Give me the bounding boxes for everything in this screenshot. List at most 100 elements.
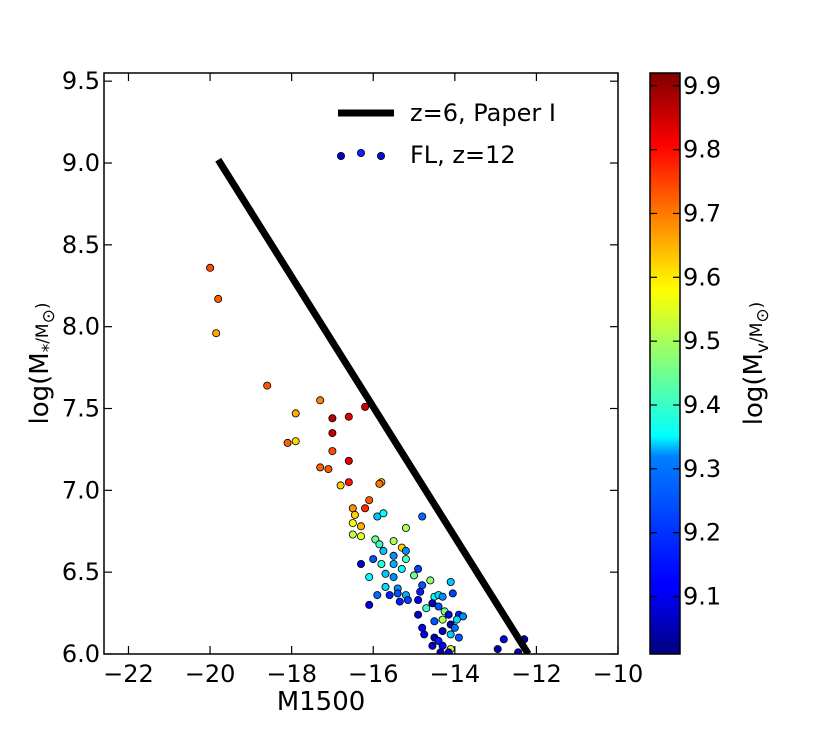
scatter-point — [448, 589, 457, 598]
scatter-point — [365, 600, 374, 609]
scatter-point — [356, 560, 365, 569]
colorbar: 9.1 9.2 9.3 9.4 9.5 9.6 9.7 9.8 9.9 log(Mv/M⊙) — [649, 72, 773, 655]
axes-frame — [103, 72, 619, 655]
colorbar-tick-label: 9.1 — [683, 583, 721, 611]
scatter-point — [381, 569, 390, 578]
data-layer — [206, 157, 532, 654]
cb-label-sub: v — [753, 343, 773, 353]
scatter-point — [328, 414, 337, 423]
colorbar-tick-label: 9.9 — [683, 72, 721, 100]
scatter-point — [348, 504, 357, 513]
legend-scatter-swatch — [336, 151, 345, 160]
scatter-point — [458, 612, 467, 621]
scatter-point — [361, 504, 370, 513]
cb-label-sub: ⊙ — [753, 308, 773, 322]
scatter-point — [328, 429, 337, 438]
scatter-point — [493, 645, 502, 654]
scatter-point — [446, 578, 455, 587]
ylabel-sub: ⊙ — [39, 309, 59, 323]
x-tick-label: −10 — [593, 660, 644, 688]
scatter-point — [348, 530, 357, 539]
scatter-point — [385, 591, 394, 600]
scatter-point — [446, 630, 455, 639]
legend-scatter-swatch — [356, 148, 365, 157]
scatter-point — [344, 412, 353, 421]
y-tick-label: 9.0 — [62, 149, 100, 177]
scatter-point — [389, 573, 398, 582]
cb-label-part: /M — [747, 323, 767, 343]
scatter-point — [514, 648, 523, 654]
scatter-point — [401, 555, 410, 564]
scatter-point — [365, 573, 374, 582]
x-tick-label: −20 — [185, 660, 236, 688]
scatter-point — [401, 524, 410, 533]
legend: z=6, Paper I FL, z=12 — [336, 99, 556, 169]
scatter-point — [316, 396, 325, 405]
y-axis-label: log(M*/M⊙) — [25, 302, 59, 424]
scatter-point — [393, 589, 402, 598]
scatter-point — [418, 581, 427, 590]
scatter-point — [214, 294, 223, 303]
scatter-point — [356, 532, 365, 541]
scatter-point — [344, 456, 353, 465]
scatter-point — [291, 409, 300, 418]
scatter-point — [418, 512, 427, 521]
scatter-point — [409, 571, 418, 580]
scatter-point — [499, 635, 508, 644]
scatter-point — [438, 592, 447, 601]
scatter-point — [389, 560, 398, 569]
scatter-point — [375, 540, 384, 549]
ylabel-part: /M — [33, 323, 53, 343]
scatter-point — [350, 510, 359, 519]
colorbar-tick-label: 9.8 — [683, 136, 721, 164]
x-tick-label: −12 — [511, 660, 562, 688]
scatter-point — [212, 329, 221, 338]
scatter-point — [430, 617, 439, 626]
colorbar-tick-label: 9.2 — [683, 519, 721, 547]
scatter-point — [375, 479, 384, 488]
colorbar-tick-label: 9.4 — [683, 391, 721, 419]
x-axis-label: M1500 — [277, 687, 366, 717]
colorbar-tick-label: 9.5 — [683, 327, 721, 355]
y-tick-label: 9.5 — [62, 67, 100, 95]
scatter-point — [420, 630, 429, 639]
y-tick-label: 6.0 — [62, 640, 100, 668]
scatter-point — [428, 599, 437, 608]
scatter-point — [401, 546, 410, 555]
paper-i-line — [215, 157, 532, 654]
scatter-point — [373, 591, 382, 600]
scatter-point — [344, 478, 353, 487]
scatter-point — [365, 496, 374, 505]
scatter-point — [426, 576, 435, 585]
scatter-point — [291, 437, 300, 446]
y-tick-label: 7.5 — [62, 395, 100, 423]
ylabel-part: ) — [33, 302, 53, 309]
scatter-point — [336, 481, 345, 490]
ylabel-part: log(M — [25, 352, 55, 424]
scatter-point — [422, 604, 431, 613]
scatter-point — [377, 560, 386, 569]
scatter-point — [283, 438, 292, 447]
scatter-point — [324, 465, 333, 474]
scatter-point — [373, 512, 382, 521]
ylabel-sub: * — [39, 344, 59, 353]
scatter-point — [454, 633, 463, 642]
scatter-point — [395, 597, 404, 606]
colorbar-label: log(Mv/M⊙) — [739, 302, 773, 426]
legend-scatter-swatch — [376, 151, 385, 160]
scatter-point — [428, 641, 437, 650]
scatter-point — [438, 641, 447, 650]
scatter-point — [379, 509, 388, 518]
cb-label-part: log(M — [739, 353, 769, 425]
scatter-point — [414, 596, 423, 605]
scatter-point — [379, 546, 388, 555]
scatter-point — [397, 564, 406, 573]
scatter-point — [356, 522, 365, 531]
scatter-point — [206, 263, 215, 272]
x-tick-label: −18 — [266, 660, 317, 688]
scatter-point — [348, 519, 357, 528]
colorbar-tick-label: 9.3 — [683, 455, 721, 483]
scatter-point — [434, 602, 443, 611]
